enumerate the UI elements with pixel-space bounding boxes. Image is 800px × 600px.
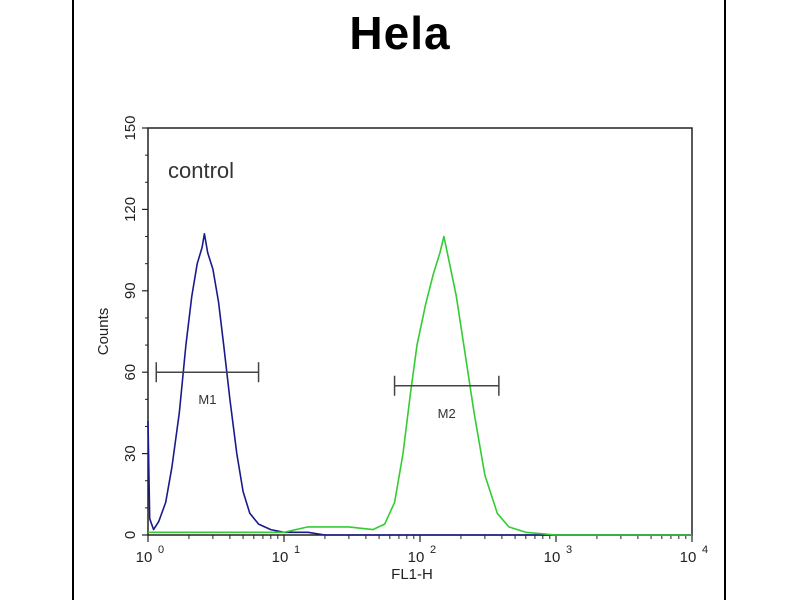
histogram-series-2 <box>148 235 692 536</box>
control-annotation: control <box>168 158 234 183</box>
y-tick-label: 30 <box>122 445 139 462</box>
chart-frame <box>72 0 726 600</box>
chart-title: Hela <box>349 7 451 59</box>
y-tick-label: 0 <box>122 531 139 539</box>
y-tick-label: 90 <box>122 282 139 299</box>
x-tick-exponent: 3 <box>566 544 572 556</box>
x-tick-label: 10 <box>680 549 697 566</box>
histogram-series-1 <box>147 233 692 536</box>
y-tick-label: 150 <box>122 115 139 140</box>
x-tick-label: 10 <box>408 549 425 566</box>
x-tick-label: 10 <box>272 549 289 566</box>
gate-label: M2 <box>438 406 456 421</box>
x-tick-exponent: 4 <box>702 544 708 556</box>
x-tick-exponent: 1 <box>294 544 300 556</box>
x-tick-exponent: 0 <box>158 544 164 556</box>
x-axis-label: FL1-H <box>391 566 433 583</box>
gate-label: M1 <box>198 392 216 407</box>
x-tick-exponent: 2 <box>430 544 436 556</box>
x-tick-label: 10 <box>544 549 561 566</box>
y-tick-label: 120 <box>122 197 139 222</box>
y-axis-label: Counts <box>95 308 112 356</box>
x-tick-label: 10 <box>136 549 153 566</box>
y-tick-label: 60 <box>122 364 139 381</box>
